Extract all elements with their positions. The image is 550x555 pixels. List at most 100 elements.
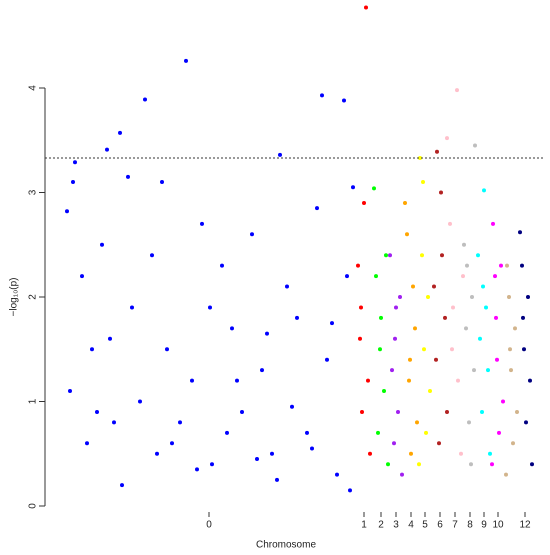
point [472, 368, 476, 373]
point [100, 242, 104, 247]
point [230, 326, 234, 331]
point [518, 230, 522, 235]
point [351, 185, 355, 190]
point [428, 389, 432, 394]
y-tick-label: 4 [28, 85, 39, 91]
point [482, 188, 486, 193]
point [393, 336, 397, 341]
point [364, 5, 368, 10]
point [515, 409, 519, 414]
point [490, 462, 494, 467]
point [499, 263, 503, 268]
point [480, 409, 484, 414]
x-axis-label: Chromosome [256, 540, 316, 551]
point [505, 263, 509, 268]
point [396, 409, 400, 414]
point [362, 200, 366, 205]
point [150, 253, 154, 258]
point [220, 263, 224, 268]
point [481, 284, 485, 289]
point [112, 420, 116, 425]
point [445, 409, 449, 414]
point [418, 156, 422, 161]
point [356, 263, 360, 268]
point [290, 404, 294, 409]
point [513, 326, 517, 331]
point [440, 253, 444, 258]
point [435, 149, 439, 154]
point [275, 477, 279, 482]
point [270, 451, 274, 456]
point [434, 357, 438, 362]
point [95, 409, 99, 414]
x-tick-label: 4 [408, 520, 414, 531]
point [450, 347, 454, 352]
point [417, 462, 421, 467]
point [200, 221, 204, 226]
point [225, 430, 229, 435]
point [374, 274, 378, 279]
point [120, 483, 124, 488]
x-tick-label: 5 [422, 520, 428, 531]
x-tick-label: 9 [481, 520, 487, 531]
x-tick-label: 8 [467, 520, 473, 531]
point [320, 93, 324, 98]
point [470, 295, 474, 299]
point [445, 136, 449, 141]
point [524, 420, 528, 425]
point [210, 462, 214, 467]
point [235, 378, 239, 383]
point [260, 368, 264, 373]
point [250, 232, 254, 237]
x-tick-label: 3 [393, 520, 399, 531]
point [407, 378, 411, 383]
point [530, 462, 534, 467]
point [411, 284, 415, 289]
point [488, 451, 492, 456]
point [507, 295, 511, 299]
point [65, 209, 69, 214]
point [372, 186, 376, 191]
point [285, 284, 289, 289]
point [265, 331, 269, 336]
point [493, 274, 497, 279]
point [105, 147, 109, 152]
x-tick-label: 0 [206, 520, 212, 531]
point [390, 368, 394, 373]
point [208, 305, 212, 310]
point [190, 378, 194, 383]
point [360, 409, 364, 414]
y-tick-label: 0 [28, 503, 39, 509]
point [143, 97, 147, 102]
point [495, 357, 499, 362]
point [437, 441, 441, 446]
point [521, 315, 525, 320]
x-tick-label: 6 [437, 520, 443, 531]
point [455, 88, 459, 93]
point [170, 441, 174, 446]
y-tick-label: 3 [28, 189, 39, 195]
point [491, 221, 495, 226]
point [508, 347, 512, 352]
point [494, 315, 498, 320]
point [424, 430, 428, 435]
point [345, 274, 349, 279]
point [68, 389, 72, 394]
point [335, 472, 339, 477]
point [85, 441, 89, 446]
point [330, 321, 334, 326]
point [465, 263, 469, 268]
point [443, 315, 447, 320]
point [398, 295, 402, 299]
point [126, 174, 130, 179]
point [376, 430, 380, 435]
point [473, 143, 477, 148]
point [420, 253, 424, 258]
point [384, 253, 388, 258]
point [255, 456, 259, 461]
y-axis-label: −log₁₀(p) [9, 278, 20, 317]
x-tick-label: 2 [378, 520, 384, 531]
point [409, 451, 413, 456]
point [448, 221, 452, 226]
point [520, 263, 524, 268]
